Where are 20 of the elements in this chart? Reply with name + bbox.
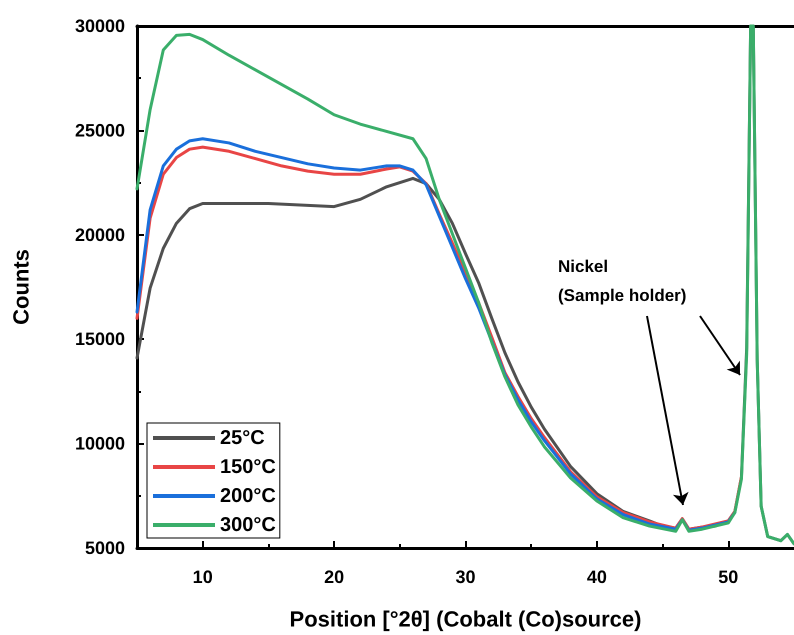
y-tick-label: 15000 bbox=[74, 329, 125, 350]
x-tick-label: 30 bbox=[455, 567, 476, 587]
x-axis-title: Position [°2θ] (Cobalt (Co)source) bbox=[290, 606, 642, 632]
y-axis-title: Counts bbox=[8, 249, 34, 325]
y-tick-label: 20000 bbox=[74, 224, 125, 245]
y-tick-label: 5000 bbox=[84, 538, 125, 558]
x-tick-label: 10 bbox=[192, 567, 213, 587]
legend-label: 200°C bbox=[220, 485, 276, 507]
y-tick-label: 10000 bbox=[74, 434, 125, 454]
annotation: (Sample holder) bbox=[558, 286, 686, 305]
annotation: Nickel bbox=[558, 257, 608, 276]
y-tick-label: 25000 bbox=[74, 120, 125, 140]
x-tick-label: 50 bbox=[718, 567, 738, 587]
x-tick-label: 40 bbox=[586, 567, 607, 587]
legend-label: 300°C bbox=[220, 514, 276, 536]
line-series bbox=[136, 24, 794, 546]
x-tick-label: 20 bbox=[324, 567, 344, 587]
legend-label: 150°C bbox=[220, 456, 276, 478]
legend-label: 25°C bbox=[220, 427, 265, 449]
y-tick-label: 30000 bbox=[74, 16, 125, 36]
